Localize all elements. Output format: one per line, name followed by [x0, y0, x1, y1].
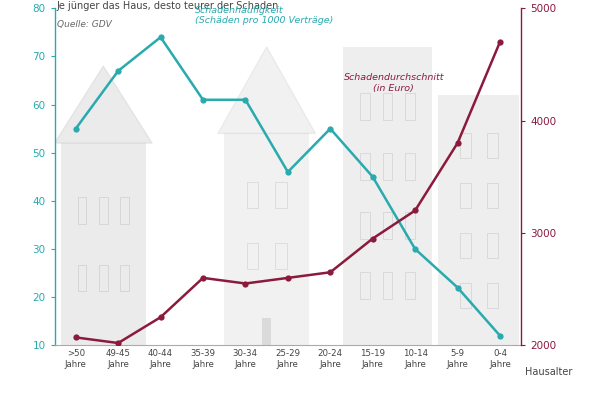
Text: Hausalter: Hausalter	[525, 367, 573, 377]
Bar	[99, 265, 108, 291]
Bar	[405, 272, 415, 299]
Bar	[275, 243, 287, 269]
Bar	[382, 93, 393, 120]
Bar	[487, 233, 498, 258]
Bar	[78, 265, 86, 291]
Bar	[438, 95, 519, 345]
Bar	[460, 183, 471, 208]
Bar	[460, 283, 471, 308]
Bar	[487, 133, 498, 158]
Bar	[78, 197, 86, 224]
Bar	[61, 143, 145, 345]
Bar	[382, 153, 393, 180]
Bar	[275, 182, 287, 208]
Bar	[99, 197, 108, 224]
Bar	[382, 213, 393, 239]
Bar	[224, 134, 309, 345]
Bar	[361, 213, 370, 239]
Bar	[247, 182, 258, 208]
Bar	[405, 153, 415, 180]
Bar	[487, 283, 498, 308]
Text: Je jünger das Haus, desto teurer der Schaden: Je jünger das Haus, desto teurer der Sch…	[57, 1, 279, 11]
Bar	[361, 153, 370, 180]
Text: Schadenhäufigkeit
(Schäden pro 1000 Verträge): Schadenhäufigkeit (Schäden pro 1000 Vert…	[195, 6, 333, 25]
Bar	[405, 93, 415, 120]
Bar	[343, 47, 432, 345]
Bar	[247, 243, 258, 269]
Polygon shape	[55, 66, 152, 143]
Bar	[361, 272, 370, 299]
Bar	[361, 93, 370, 120]
Bar	[460, 133, 471, 158]
Bar	[120, 197, 129, 224]
Text: Schadendurchschnitt
(in Euro): Schadendurchschnitt (in Euro)	[344, 73, 444, 92]
Bar	[487, 183, 498, 208]
Bar	[405, 213, 415, 239]
Bar	[262, 318, 271, 345]
Bar	[460, 233, 471, 258]
Polygon shape	[218, 47, 315, 134]
Bar	[382, 272, 393, 299]
Bar	[120, 265, 129, 291]
Text: Quelle: GDV: Quelle: GDV	[57, 20, 112, 30]
